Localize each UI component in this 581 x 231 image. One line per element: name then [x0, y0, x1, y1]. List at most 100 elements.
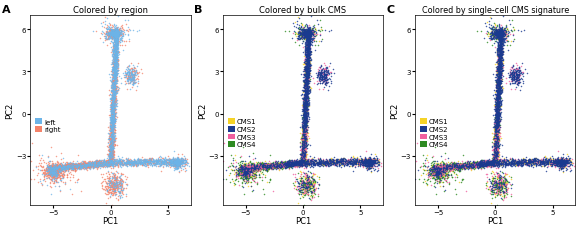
Point — [302, 29, 311, 32]
Point — [111, 31, 120, 35]
Point — [435, 167, 444, 170]
Point — [429, 167, 438, 171]
Point — [523, 163, 533, 166]
Point — [112, 31, 121, 35]
Point — [562, 158, 572, 162]
Point — [253, 167, 262, 170]
Point — [246, 184, 256, 188]
Point — [457, 165, 467, 169]
Point — [109, 36, 119, 40]
Point — [254, 163, 264, 167]
Point — [105, 161, 114, 164]
Point — [91, 161, 100, 164]
Point — [315, 77, 324, 81]
Point — [107, 139, 117, 143]
Point — [424, 168, 433, 172]
Point — [313, 175, 322, 178]
Point — [465, 165, 475, 169]
Point — [494, 116, 503, 120]
Point — [51, 172, 60, 176]
Point — [249, 165, 258, 168]
Point — [491, 125, 500, 128]
Point — [46, 171, 56, 175]
Point — [313, 161, 322, 164]
Point — [491, 128, 500, 132]
Point — [107, 83, 117, 86]
Point — [241, 171, 250, 175]
Point — [438, 167, 447, 171]
Point — [364, 162, 373, 166]
Point — [106, 132, 116, 136]
Point — [302, 67, 311, 70]
Point — [308, 184, 317, 188]
Point — [243, 167, 253, 171]
Point — [307, 38, 317, 42]
Point — [433, 169, 442, 173]
Point — [51, 174, 60, 178]
Point — [99, 161, 108, 165]
Point — [498, 30, 508, 34]
Point — [304, 59, 314, 63]
Point — [494, 73, 504, 76]
Point — [493, 118, 502, 122]
Point — [245, 171, 254, 175]
Point — [305, 32, 314, 35]
Point — [252, 167, 261, 170]
Point — [254, 165, 263, 169]
Point — [496, 180, 505, 184]
Point — [495, 87, 504, 91]
Point — [304, 180, 313, 183]
Point — [531, 159, 540, 163]
Point — [300, 32, 310, 36]
Point — [494, 31, 504, 35]
Point — [243, 167, 252, 171]
Point — [106, 129, 116, 132]
Point — [294, 36, 303, 40]
Point — [242, 171, 251, 175]
Point — [473, 30, 482, 34]
Point — [171, 159, 181, 163]
Point — [71, 166, 80, 169]
Point — [85, 162, 94, 166]
Point — [263, 164, 272, 167]
Point — [117, 155, 127, 159]
Point — [557, 161, 566, 165]
Point — [494, 143, 504, 147]
Point — [112, 180, 121, 184]
Point — [493, 68, 503, 72]
Point — [45, 164, 55, 168]
Point — [492, 33, 501, 37]
Point — [113, 33, 122, 37]
Point — [173, 166, 182, 170]
Point — [124, 161, 134, 165]
Point — [559, 159, 568, 163]
Point — [241, 171, 250, 175]
Point — [433, 171, 442, 175]
Point — [471, 163, 480, 166]
Point — [300, 187, 310, 191]
Point — [54, 161, 63, 165]
Point — [471, 164, 480, 168]
Point — [299, 29, 309, 32]
Point — [110, 32, 119, 36]
Point — [490, 152, 500, 156]
Point — [49, 167, 59, 171]
Point — [493, 44, 503, 48]
Point — [434, 166, 443, 170]
Point — [79, 163, 88, 167]
Point — [237, 167, 246, 171]
Point — [112, 190, 121, 194]
Point — [302, 84, 311, 88]
Point — [489, 158, 498, 162]
Point — [435, 166, 444, 170]
Point — [501, 29, 510, 33]
Point — [497, 50, 507, 54]
Point — [491, 162, 500, 166]
Point — [304, 47, 313, 51]
Point — [304, 104, 313, 108]
Point — [472, 161, 482, 165]
Point — [69, 164, 78, 168]
Point — [314, 68, 324, 72]
Point — [491, 124, 500, 128]
Point — [558, 158, 568, 162]
